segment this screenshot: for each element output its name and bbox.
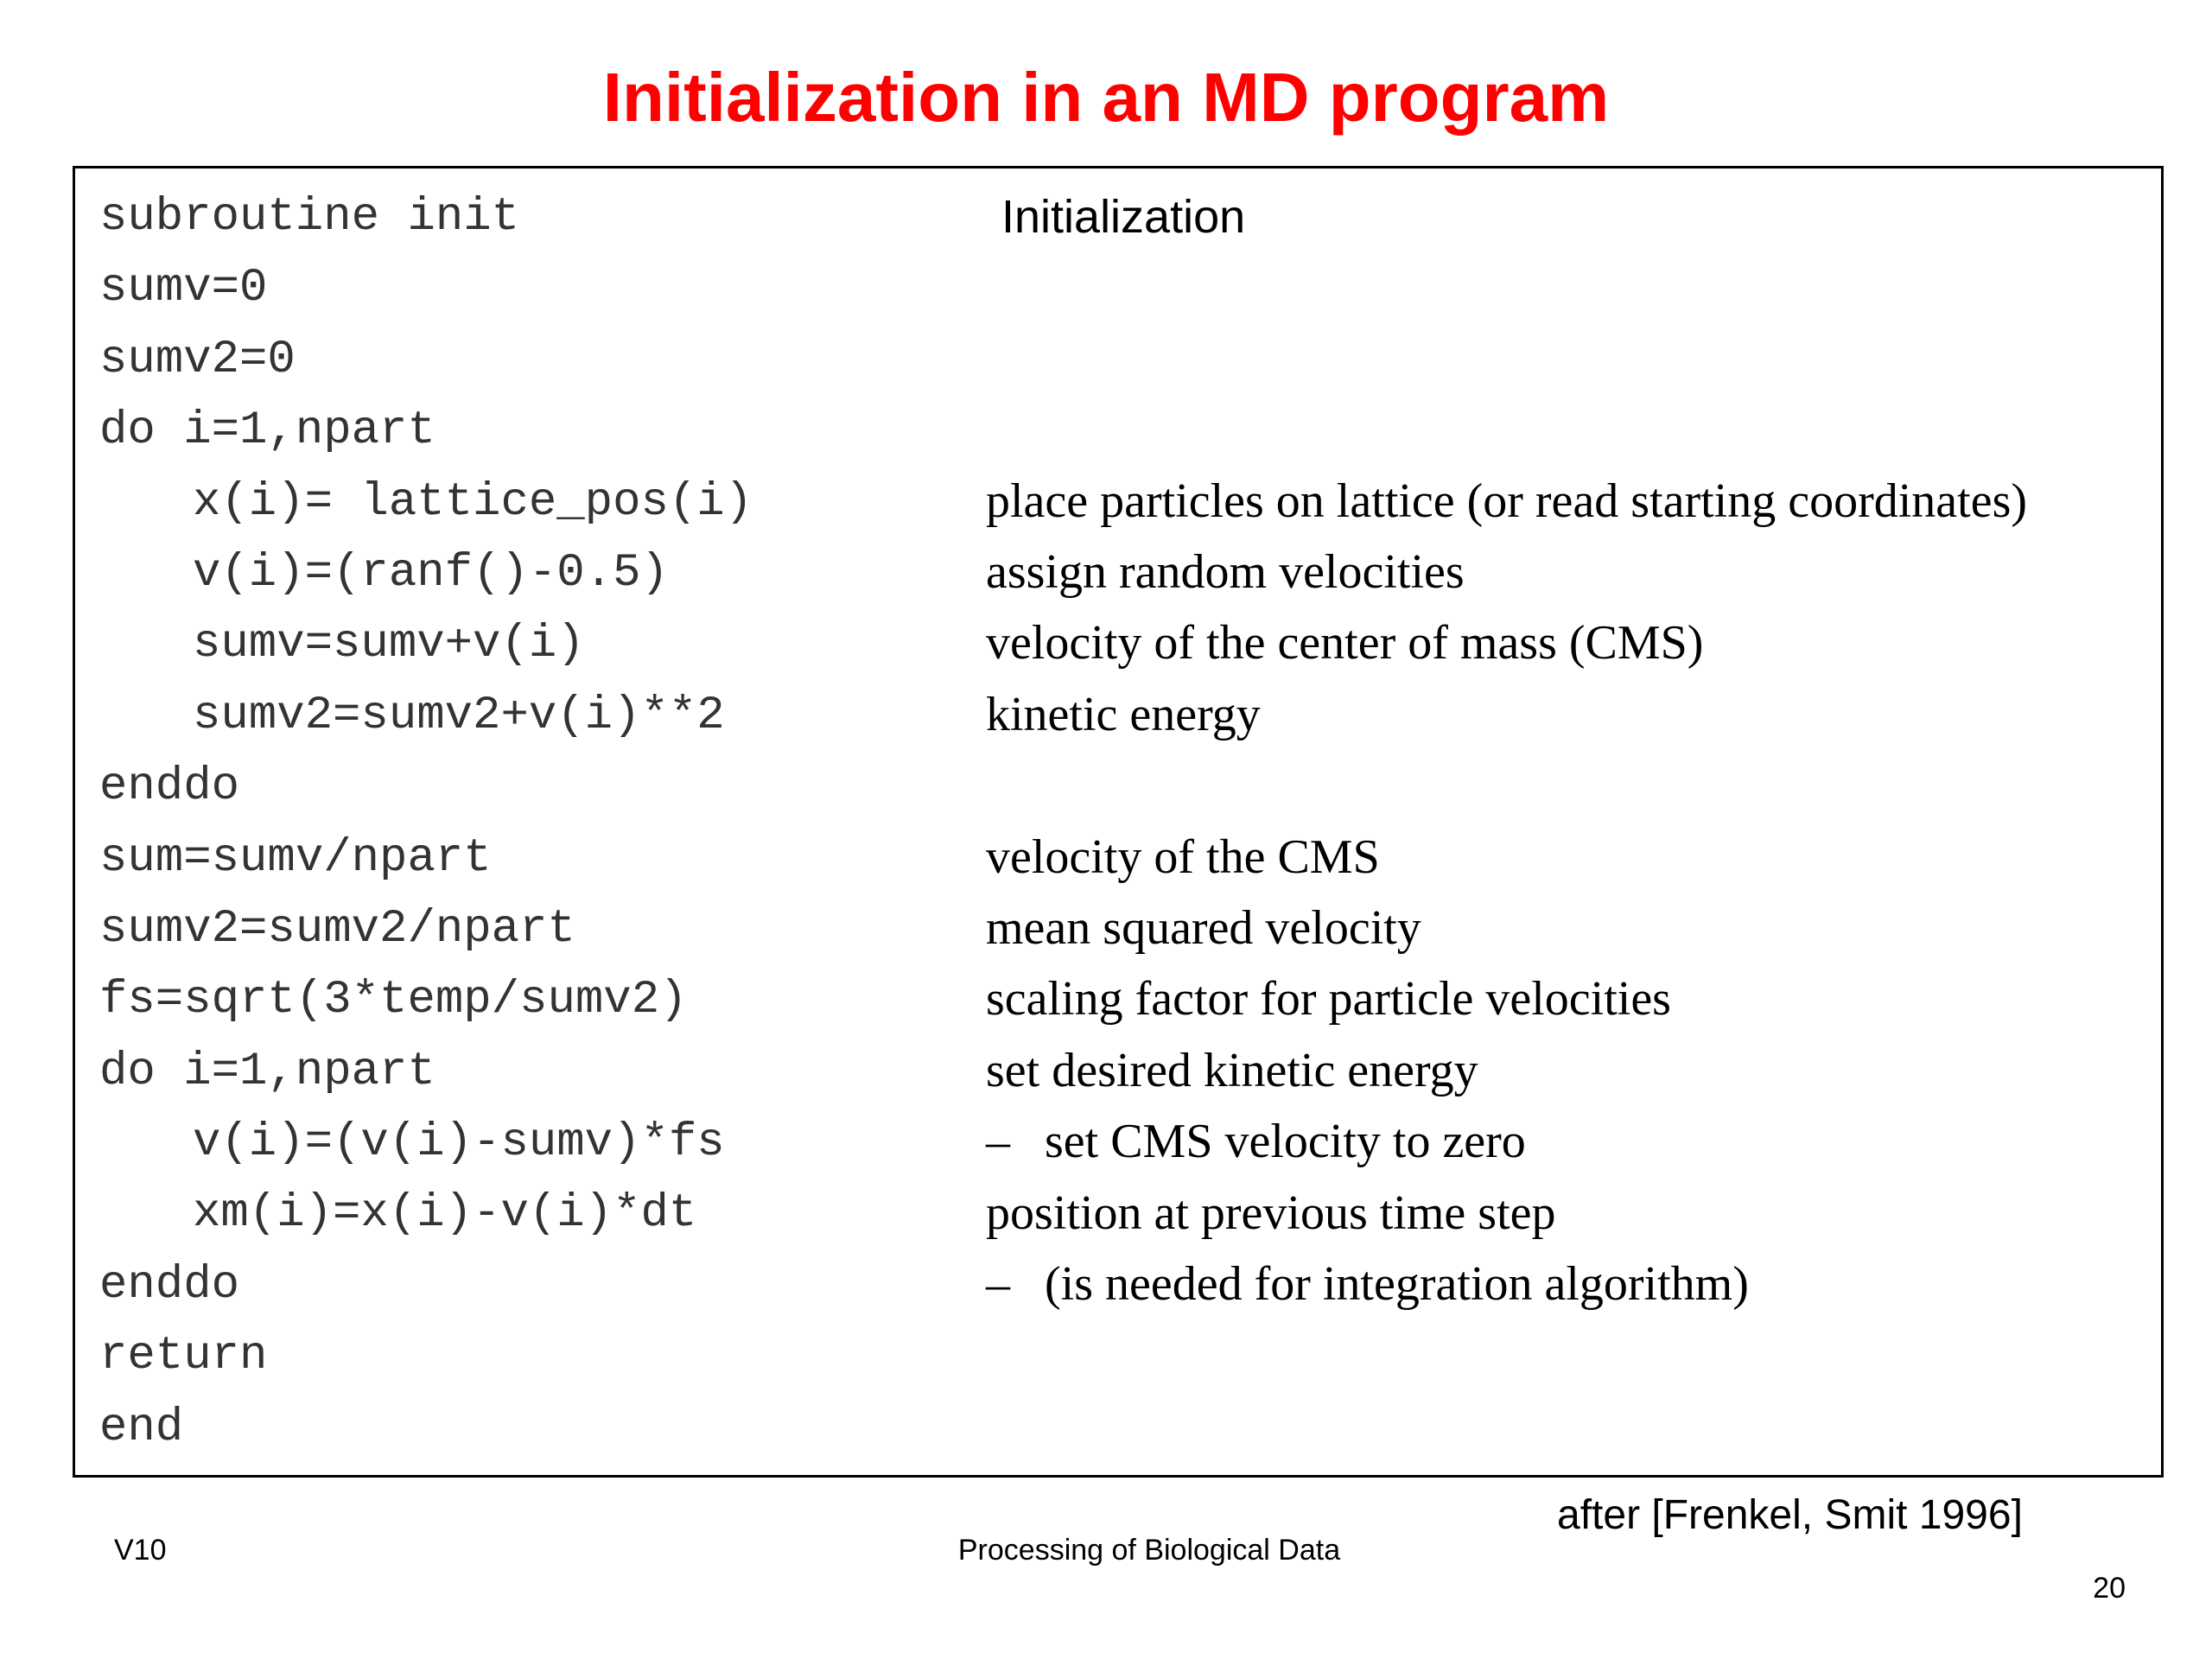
annotation-line: kinetic energy xyxy=(986,686,1261,743)
annotation-line: set desired kinetic energy xyxy=(986,1042,1478,1099)
dash-marker: – xyxy=(986,1257,1010,1311)
annotation-line: position at previous time step xyxy=(986,1185,1555,1242)
annotation-text: (is needed for integration algorithm) xyxy=(1045,1257,1749,1311)
annotation-line: – set CMS velocity to zero xyxy=(986,1113,1526,1170)
citation: after [Frenkel, Smit 1996] xyxy=(1557,1492,2023,1538)
annotation-text: place particles on lattice (or read star… xyxy=(986,474,2028,528)
annotation-text: velocity of the CMS xyxy=(986,830,1380,884)
annotation-text: assign random velocities xyxy=(986,545,1465,599)
code-line: subroutine init xyxy=(99,191,520,244)
annotation-line: scaling factor for particle velocities xyxy=(986,970,1671,1027)
code-line: enddo xyxy=(99,1258,240,1312)
code-line: return xyxy=(99,1330,268,1383)
code-line: sumv2=sumv2/npart xyxy=(99,902,575,956)
annotation-line: – (is needed for integration algorithm) xyxy=(986,1255,1749,1313)
code-line: v(i)=(v(i)-sumv)*fs xyxy=(193,1116,725,1170)
annotation-line: velocity of the center of mass (CMS) xyxy=(986,614,1703,671)
code-line: enddo xyxy=(99,760,240,814)
code-line: end xyxy=(99,1401,184,1454)
code-line: sumv=0 xyxy=(99,262,268,315)
code-line: sumv=sumv+v(i) xyxy=(193,618,585,671)
annotation-text: set CMS velocity to zero xyxy=(1045,1115,1526,1169)
dash-marker: – xyxy=(986,1115,1010,1169)
code-box: Initialization subroutine init sumv=0 sumv… xyxy=(73,166,2164,1478)
annotation-text: scaling factor for particle velocities xyxy=(986,972,1671,1027)
annotation-line: velocity of the CMS xyxy=(986,829,1380,886)
code-line: x(i)= lattice_pos(i) xyxy=(193,475,753,529)
code-line: xm(i)=x(i)-v(i)*dt xyxy=(193,1187,697,1241)
annotation-line: place particles on lattice (or read star… xyxy=(986,473,2027,530)
annotation-line: mean squared velocity xyxy=(986,899,1421,957)
code-line: sumv2=sumv2+v(i)**2 xyxy=(193,689,725,742)
footer-course-title: Processing of Biological Data xyxy=(957,1534,1341,1567)
annotation-text: position at previous time step xyxy=(986,1185,1556,1240)
code-line: fs=sqrt(3*temp/sumv2) xyxy=(99,974,688,1027)
box-heading: Initialization xyxy=(1001,191,1246,243)
footer-version: V10 xyxy=(114,1534,167,1567)
slide-title: Initialization in an MD program xyxy=(602,59,1610,136)
annotation-text: set desired kinetic energy xyxy=(986,1043,1478,1097)
annotation-text: mean squared velocity xyxy=(986,901,1421,955)
code-line: do i=1,npart xyxy=(99,1045,435,1098)
annotation-text: kinetic energy xyxy=(986,687,1261,741)
page-number: 20 xyxy=(2093,1572,2126,1605)
code-line: sumv2=0 xyxy=(99,333,296,386)
annotation-text: velocity of the center of mass (CMS) xyxy=(986,616,1704,671)
annotation-line: assign random velocities xyxy=(986,543,1465,601)
code-line: v(i)=(ranf()-0.5) xyxy=(193,546,669,600)
code-line: do i=1,npart xyxy=(99,404,435,458)
code-line: sum=sumv/npart xyxy=(99,831,492,885)
code-listing: subroutine init sumv=0 sumv2=0 do i=1,npart… xyxy=(99,189,753,1471)
